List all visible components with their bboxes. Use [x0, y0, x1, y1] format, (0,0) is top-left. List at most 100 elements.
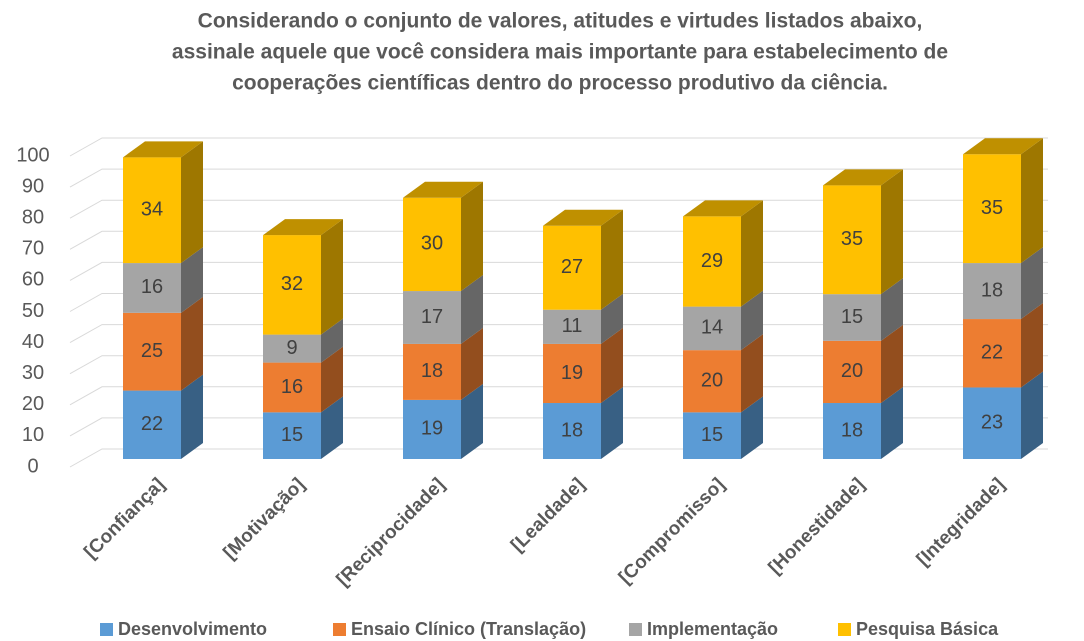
data-label: 23 [981, 412, 1003, 434]
y-tick-label: 0 [27, 455, 38, 477]
bar [263, 412, 321, 459]
chart-title: assinale aquele que você considera mais … [172, 41, 948, 64]
bar-top [403, 181, 483, 198]
data-label: 9 [286, 337, 297, 359]
data-label: 17 [421, 306, 443, 328]
data-label: 11 [562, 315, 583, 337]
data-label: 15 [701, 424, 723, 446]
data-label: 19 [421, 418, 443, 440]
bar-side [181, 141, 203, 264]
data-label: 20 [701, 370, 723, 392]
legend-swatch [100, 623, 113, 636]
bar-side [181, 296, 203, 391]
y-tick-label: 90 [22, 175, 44, 197]
bar [823, 294, 881, 341]
bar [123, 263, 181, 313]
grid-line [69, 168, 1048, 188]
bar-top [823, 169, 903, 186]
bar-side [601, 327, 623, 404]
data-label: 16 [141, 276, 163, 298]
bar [263, 362, 321, 413]
x-tick-label: [Lealdade] [507, 474, 589, 556]
data-label: 15 [841, 306, 863, 328]
bar-side [321, 396, 343, 459]
bar [683, 412, 741, 459]
bar-side [881, 324, 903, 404]
x-tick-label: [Integridade] [913, 474, 1009, 570]
x-tick-label: [Honestidade] [765, 474, 869, 578]
data-label: 32 [281, 273, 303, 295]
data-label: 18 [981, 279, 1003, 301]
data-label: 20 [841, 360, 863, 382]
legend-swatch [333, 623, 346, 636]
bar [543, 343, 601, 404]
bar-side [321, 219, 343, 335]
bar [823, 340, 881, 404]
bar-side [881, 278, 903, 341]
bar [683, 350, 741, 413]
data-label: 35 [981, 197, 1003, 219]
x-tick-label: [Motivação] [220, 474, 310, 564]
chart-title: Considerando o conjunto de valores, atit… [198, 10, 923, 33]
bar-side [601, 387, 623, 459]
bar-side [1021, 371, 1043, 459]
bar-top [123, 141, 203, 158]
legend-swatch [838, 623, 851, 636]
bar-top [543, 209, 623, 226]
bar [963, 263, 1021, 320]
data-label: 34 [141, 198, 163, 220]
bar-side [321, 346, 343, 413]
data-label: 15 [281, 424, 303, 446]
bar-side [741, 290, 763, 351]
data-label: 19 [561, 362, 583, 384]
data-label: 29 [701, 250, 723, 272]
x-tick-label: [Reciprocidade] [333, 474, 449, 590]
data-label: 30 [421, 233, 443, 255]
data-label: 35 [841, 228, 863, 250]
bar [403, 291, 461, 344]
data-label: 22 [141, 413, 163, 435]
grid-line [69, 137, 1048, 157]
bar [543, 309, 601, 344]
legend-swatch [629, 623, 642, 636]
y-tick-label: 60 [22, 269, 44, 291]
bar-side [321, 318, 343, 363]
bar [403, 343, 461, 400]
bar [963, 387, 1021, 459]
bar [123, 312, 181, 391]
legend-label: Pesquisa Básica [856, 619, 999, 639]
x-tick-label: [Compromisso] [615, 474, 729, 588]
legend-label: Ensaio Clínico (Translação) [351, 619, 586, 639]
bar-side [461, 275, 483, 344]
legend-label: Desenvolvimento [118, 619, 267, 639]
bar-top [963, 138, 1043, 155]
bar [963, 319, 1021, 388]
y-tick-label: 50 [22, 300, 44, 322]
bar-top [683, 200, 763, 217]
bar-side [1021, 138, 1043, 264]
grid-line [69, 199, 1048, 219]
data-label: 25 [141, 340, 163, 362]
legend-label: Implementação [647, 619, 778, 639]
x-tick-label: [Confiança] [80, 474, 169, 563]
bar-side [881, 169, 903, 295]
bar [683, 306, 741, 351]
bar [403, 197, 461, 292]
bar-side [461, 181, 483, 292]
bar [263, 334, 321, 363]
y-tick-label: 10 [22, 424, 44, 446]
bar [823, 403, 881, 459]
bar-side [741, 200, 763, 307]
bar-side [181, 247, 203, 313]
bar-side [1021, 303, 1043, 388]
bar [543, 225, 601, 310]
data-label: 14 [701, 317, 723, 339]
y-tick-label: 100 [16, 144, 49, 166]
data-label: 18 [421, 360, 443, 382]
y-tick-label: 40 [22, 331, 44, 353]
y-tick-label: 70 [22, 238, 44, 260]
chart-title: cooperações científicas dentro do proces… [232, 72, 888, 95]
bar-side [1021, 247, 1043, 320]
bar-side [181, 374, 203, 459]
bar-side [461, 327, 483, 400]
